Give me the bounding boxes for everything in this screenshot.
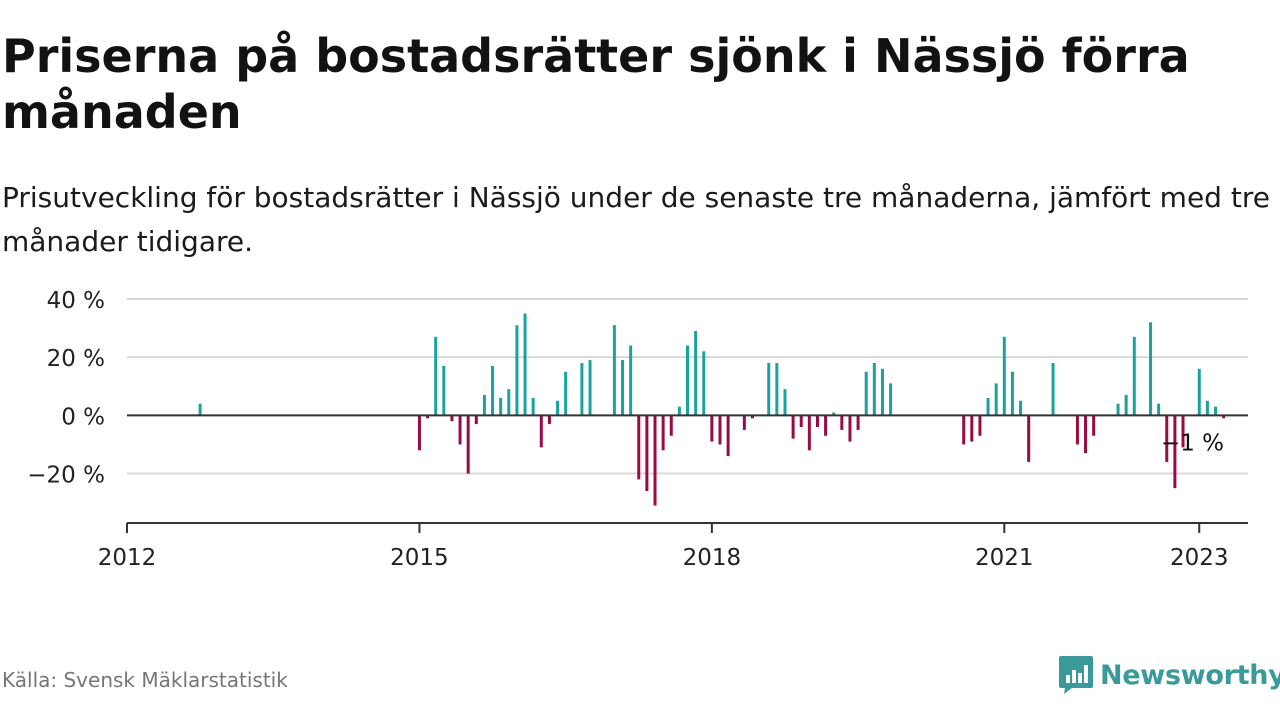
bar (677, 406, 681, 416)
bar (1132, 336, 1136, 416)
last-value-label: −1 % (1161, 430, 1224, 456)
x-tick-label: 2021 (975, 545, 1034, 571)
bar (1027, 415, 1031, 462)
bar (718, 415, 722, 445)
bar (434, 336, 438, 416)
bar (1165, 415, 1169, 462)
bar (499, 397, 503, 416)
bar (1010, 371, 1014, 416)
bar (807, 415, 811, 451)
chart-logo-icon (1059, 656, 1093, 694)
y-tick-label: 40 % (47, 288, 105, 314)
bar (710, 415, 714, 442)
bar (1116, 403, 1120, 416)
bar (702, 351, 706, 416)
bar (1173, 415, 1177, 489)
chart-subtitle: Prisutveckling för bostadsrätter i Nässj… (2, 181, 1270, 258)
bar (767, 363, 771, 416)
bar (1149, 322, 1153, 416)
bar (523, 313, 527, 416)
bar (686, 345, 689, 416)
x-tick-label: 2012 (98, 545, 157, 571)
bar (507, 389, 511, 416)
bar (1002, 336, 1006, 416)
bar (962, 415, 966, 445)
bar (864, 371, 868, 416)
bar (1124, 395, 1128, 416)
bar (848, 415, 852, 442)
y-tick-label: 20 % (47, 346, 105, 372)
bar (1092, 415, 1096, 436)
bar (832, 412, 836, 416)
y-tick-label: −20 % (27, 463, 105, 489)
bar (880, 368, 884, 416)
bar (482, 395, 486, 416)
bar (588, 360, 592, 416)
bar (515, 325, 519, 416)
bar (970, 415, 974, 442)
bar (824, 415, 828, 436)
bar (556, 400, 560, 416)
bar (629, 345, 633, 416)
bar (466, 415, 470, 474)
bar (1181, 415, 1185, 448)
bar (564, 371, 568, 416)
chart-title: Priserna på bostadsrätter sjönk i Nässjö… (2, 29, 1190, 139)
bar (783, 389, 787, 416)
bar (669, 415, 673, 436)
logo-text: Newsworthy (1100, 659, 1280, 691)
bar (531, 397, 535, 416)
bar (742, 415, 746, 430)
bar (889, 383, 893, 416)
x-tick-label: 2023 (1170, 545, 1229, 571)
bar (726, 415, 730, 457)
bar (491, 365, 495, 416)
bar (458, 415, 462, 445)
bar (426, 415, 430, 419)
bar (1197, 368, 1201, 416)
source-note: Källa: Svensk Mäklarstatistik (2, 668, 288, 692)
bar (1051, 363, 1055, 416)
bar (978, 415, 982, 436)
bar (621, 360, 625, 416)
x-tick-label: 2018 (683, 545, 742, 571)
bar (840, 415, 844, 430)
bar (417, 415, 421, 451)
bar (450, 415, 454, 422)
bar (1075, 415, 1079, 445)
bar (612, 325, 616, 416)
bar (645, 415, 649, 491)
bar (872, 363, 876, 416)
bar (580, 363, 584, 416)
bar (661, 415, 665, 451)
bar (750, 415, 754, 419)
bar (474, 415, 478, 425)
bar (1084, 415, 1088, 454)
bar (442, 365, 446, 416)
bar (694, 331, 698, 416)
bar (653, 415, 657, 506)
bar (637, 415, 641, 480)
newsworthy-logo: Newsworthy (1058, 652, 1280, 698)
bar (986, 397, 990, 416)
bar (1222, 415, 1226, 419)
x-tick-label: 2015 (390, 545, 449, 571)
bar (1019, 400, 1023, 416)
bar (799, 415, 803, 427)
y-tick-label: 0 % (61, 404, 105, 430)
bar (994, 383, 998, 416)
bar (791, 415, 795, 439)
bar (775, 363, 779, 416)
bar (539, 415, 543, 448)
bar (856, 415, 860, 430)
bar (1214, 406, 1218, 416)
bar (815, 415, 819, 427)
bar (1157, 403, 1161, 416)
bar (198, 403, 202, 416)
bar (547, 415, 551, 425)
bar (1205, 400, 1209, 416)
